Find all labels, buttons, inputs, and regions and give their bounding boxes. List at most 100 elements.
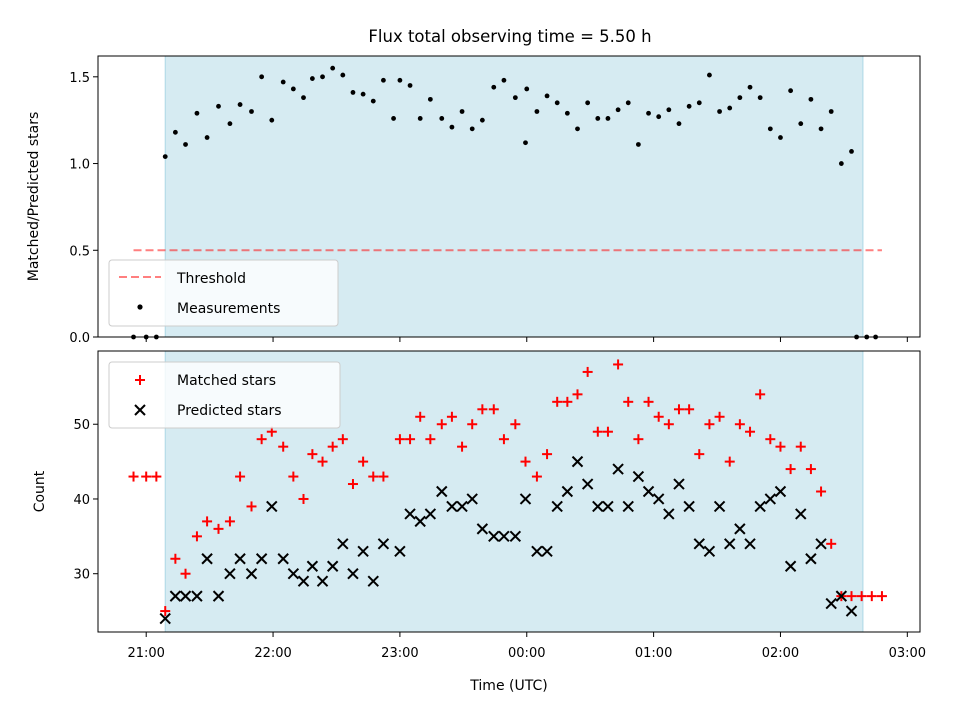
x-marker-b xyxy=(367,575,379,587)
measurement-point xyxy=(818,126,824,132)
predicted-point xyxy=(498,530,510,543)
measurement-point xyxy=(417,116,423,121)
matched-point xyxy=(653,411,664,422)
x-marker-b xyxy=(436,485,448,498)
bottom-x-ticks: 21:00 22:00 23:00 00:00 01:00 02:00 03:00 xyxy=(127,632,926,661)
predicted-point xyxy=(212,590,225,602)
predicted-point xyxy=(337,538,349,550)
x-marker-b xyxy=(835,590,848,602)
x-marker-b xyxy=(134,404,146,416)
x-marker-b xyxy=(531,545,543,557)
matched-point xyxy=(307,449,318,460)
measurement-point xyxy=(625,100,631,106)
x-marker-b xyxy=(713,500,726,513)
bottom-panel: 30 40 50 21:00 22:00 23:00 00:00 01:00 02:00 03:… xyxy=(32,350,926,694)
predicted-point xyxy=(316,575,329,587)
x-marker-b xyxy=(488,530,500,543)
measurement-point xyxy=(259,74,265,80)
predicted-point xyxy=(326,560,339,572)
predicted-point xyxy=(683,500,695,513)
matched-point xyxy=(213,523,224,534)
measurement-point xyxy=(808,96,814,102)
predicted-point xyxy=(815,538,827,550)
x-tick-label: 02:00 xyxy=(762,646,799,661)
matched-point xyxy=(694,449,705,460)
top-y-axis-label: Matched/Predicted stars xyxy=(26,112,42,282)
x-marker-b xyxy=(795,508,807,520)
measurement-point xyxy=(798,121,804,127)
matched-point xyxy=(643,396,654,407)
predicted-point xyxy=(713,500,726,513)
measurement-point xyxy=(767,126,773,132)
matched-point xyxy=(337,434,348,445)
x-marker-b xyxy=(571,455,584,468)
x-tick-label: 21:00 xyxy=(127,646,164,661)
measurement-point xyxy=(407,83,413,88)
x-marker-b xyxy=(498,530,510,543)
measurement-point xyxy=(330,65,336,71)
x-marker-b xyxy=(277,553,289,565)
matched-point xyxy=(785,464,796,475)
predicted-point xyxy=(734,523,746,535)
x-marker-b xyxy=(347,568,359,580)
x-marker-b xyxy=(825,597,837,610)
matched-point xyxy=(734,419,745,430)
measurement-point xyxy=(381,77,386,83)
matched-point xyxy=(866,591,877,602)
matched-point xyxy=(358,456,369,467)
predicted-point xyxy=(159,612,171,625)
measurement-point xyxy=(615,107,621,113)
predicted-point xyxy=(724,538,736,550)
matched-point xyxy=(816,486,827,497)
top-x-ticks xyxy=(145,337,908,342)
top-axes-frame xyxy=(97,55,921,338)
measurement-point xyxy=(778,135,783,140)
measurement-point xyxy=(290,86,296,92)
measurement-point xyxy=(216,103,221,109)
measurement-point xyxy=(491,84,497,90)
matched-point xyxy=(180,568,191,579)
measurement-point xyxy=(595,116,601,121)
matched-point xyxy=(542,449,553,460)
matched-point xyxy=(425,434,436,445)
legend-plus-marker xyxy=(135,375,145,385)
measurement-point xyxy=(757,95,763,101)
measurement-point xyxy=(204,135,210,140)
predicted-point xyxy=(367,575,379,587)
matched-point xyxy=(510,419,521,430)
x-marker-b xyxy=(581,478,594,490)
x-marker-b xyxy=(297,575,310,587)
matched-point xyxy=(531,471,542,482)
predicted-point xyxy=(476,523,489,535)
matched-point xyxy=(467,419,478,430)
matched-point xyxy=(224,516,235,527)
x-marker-b xyxy=(191,590,203,602)
legend-predicted-label: Predicted stars xyxy=(177,403,282,419)
matched-point xyxy=(633,434,644,445)
matched-point xyxy=(552,396,563,407)
matched-point xyxy=(684,404,695,415)
top-y-ticks: 0.0 0.5 1.0 1.5 xyxy=(69,71,98,346)
matched-point xyxy=(572,389,583,400)
matched-point xyxy=(405,434,416,445)
predicted-point xyxy=(541,545,553,557)
measurement-point xyxy=(727,105,733,111)
x-marker-b xyxy=(642,485,655,498)
predicted-point xyxy=(255,553,268,565)
matched-point xyxy=(775,441,786,452)
predicted-point xyxy=(245,568,258,580)
measurement-point xyxy=(227,121,233,127)
measurement-point xyxy=(249,109,254,114)
predicted-point xyxy=(805,553,817,565)
matched-point xyxy=(498,434,509,445)
x-marker-b xyxy=(414,515,426,528)
x-marker-b xyxy=(476,523,489,535)
matched-point xyxy=(235,471,246,482)
predicted-point xyxy=(744,538,756,550)
matched-point xyxy=(613,359,624,370)
matched-point xyxy=(582,366,593,377)
predicted-point xyxy=(414,515,426,528)
predicted-point xyxy=(191,590,203,602)
x-marker-b xyxy=(234,553,246,565)
